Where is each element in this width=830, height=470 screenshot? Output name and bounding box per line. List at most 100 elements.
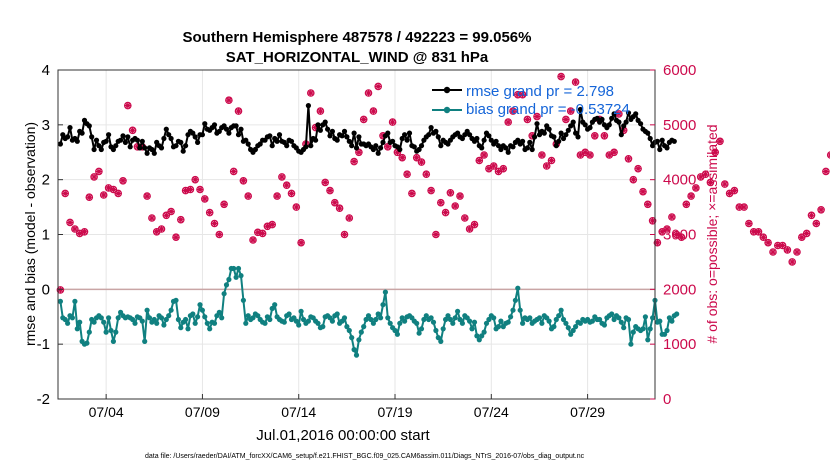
obs-assimilated-marker (57, 286, 64, 294)
rmse-point (373, 143, 379, 149)
obs-assimilated-marker (167, 208, 175, 215)
rmse-point (308, 143, 314, 149)
bias-point (414, 320, 420, 326)
left-tick-label-0: -2 (37, 391, 50, 408)
bias-point (510, 307, 516, 313)
bias-point (168, 307, 174, 313)
bias-point (356, 337, 362, 343)
obs-assimilated-marker (418, 158, 425, 166)
rmse-point (151, 150, 157, 156)
rmse-point (89, 134, 95, 140)
obs-assimilated-marker (283, 181, 291, 189)
bias-point (438, 338, 444, 344)
bias-point (255, 313, 261, 319)
obs-assimilated-marker (158, 225, 165, 233)
rmse-point (288, 138, 295, 144)
obs-point (566, 107, 575, 115)
rmse-point (313, 137, 319, 143)
bias-point (130, 316, 136, 323)
rmse-point (127, 144, 133, 150)
bias-point (558, 307, 564, 313)
bias-point (483, 320, 490, 326)
bias-point (565, 325, 571, 331)
left-tick-label-1: -1 (37, 336, 50, 353)
obs-assimilated-marker (504, 118, 512, 126)
bias-point (445, 313, 451, 319)
obs-point (374, 82, 383, 91)
obs-assimilated-marker (148, 214, 156, 222)
bias-point (158, 315, 165, 321)
rmse-point (520, 138, 526, 144)
left-tick-label-4: 2 (42, 172, 50, 189)
obs-point (446, 189, 455, 197)
obs-assimilated-marker (803, 230, 811, 237)
obs-assimilated-marker (316, 107, 324, 115)
obs-assimilated-marker (601, 132, 608, 140)
rmse-point (645, 130, 651, 136)
obs-point (701, 170, 710, 179)
obs-point (456, 192, 464, 200)
bias-point (329, 318, 335, 324)
bias-point (163, 316, 169, 323)
rmse-point (481, 137, 487, 143)
rmse-point (563, 132, 569, 138)
obs-assimilated-marker (451, 202, 459, 210)
bias-point (98, 315, 104, 321)
rmse-point (125, 134, 131, 140)
x-axis-label: Jul.01,2016 00:00:00 start (256, 427, 430, 444)
obs-assimilated-marker (109, 186, 117, 193)
obs-point (557, 72, 565, 81)
rmse-point (486, 133, 492, 139)
obs-assimilated-marker (186, 186, 194, 193)
rmse-point (139, 138, 145, 144)
obs-assimilated-marker (654, 239, 661, 247)
bias-point (476, 337, 482, 343)
bias-point (245, 313, 251, 319)
bias-point (457, 316, 463, 323)
left-axis-ticks: -2 -1 0 1 2 3 4 (37, 62, 63, 408)
obs-point (350, 157, 358, 166)
bias-point (373, 316, 379, 323)
obs-assimilated-marker (427, 187, 435, 195)
obs-assimilated-marker (350, 158, 358, 165)
bias-point (553, 316, 559, 323)
bias-point (183, 316, 189, 323)
bias-point (517, 307, 523, 313)
x-tick-label-0: 07/04 (89, 404, 124, 420)
left-tick-label-2: 0 (42, 281, 50, 298)
bias-point (657, 318, 663, 324)
bias-point (243, 320, 249, 326)
rmse-point (98, 146, 104, 153)
bias-point (262, 320, 268, 326)
rmse-point (317, 127, 323, 133)
obs-assimilated-marker (783, 246, 791, 254)
bias-point (471, 319, 478, 325)
rmse-point (149, 146, 155, 153)
rmse-point (568, 123, 574, 129)
rmse-point (245, 141, 251, 147)
rmse-point (356, 134, 362, 140)
obs-point (730, 186, 739, 195)
obs-point (692, 184, 700, 192)
rmse-point (397, 146, 403, 153)
obs-point (205, 208, 214, 217)
obs-assimilated-marker (100, 191, 108, 199)
obs-point (610, 148, 618, 157)
rmse-point (399, 135, 405, 142)
rmse-point (553, 143, 559, 149)
obs-assimilated-marker (244, 192, 252, 200)
bias-point (226, 276, 232, 283)
rmse-point (503, 145, 509, 151)
obs-assimilated-marker (220, 200, 228, 208)
obs-assimilated-marker (292, 203, 300, 211)
rmse-point (385, 130, 391, 136)
obs-point (162, 211, 171, 220)
bias-point (380, 302, 386, 308)
bias-point (166, 313, 172, 319)
rmse-point (252, 146, 258, 153)
rmse-point (573, 130, 579, 136)
obs-assimilated-marker (191, 176, 199, 184)
bias-point (110, 338, 116, 344)
obs-assimilated-marker (307, 89, 315, 97)
obs-point (812, 219, 821, 228)
